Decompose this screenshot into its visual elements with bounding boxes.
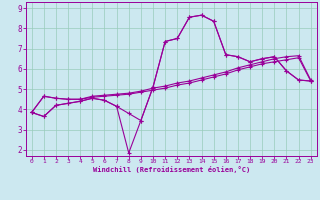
X-axis label: Windchill (Refroidissement éolien,°C): Windchill (Refroidissement éolien,°C) xyxy=(92,166,250,173)
